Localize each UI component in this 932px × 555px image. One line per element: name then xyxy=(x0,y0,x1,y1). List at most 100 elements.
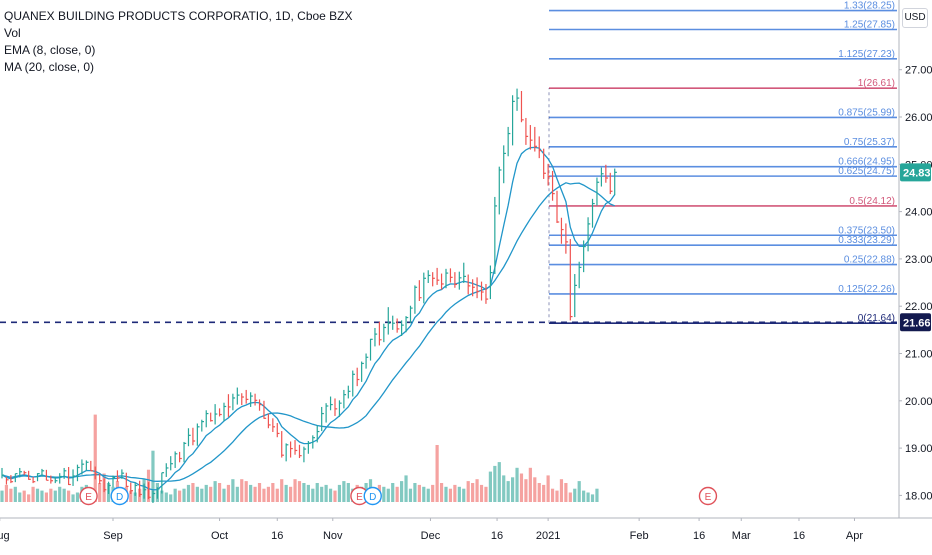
fib-level-label: 0.666(24.95) xyxy=(838,157,895,168)
fib-level-label: 1(26.61) xyxy=(858,78,895,89)
volume-bar xyxy=(542,484,546,502)
volume-bar xyxy=(391,483,395,502)
volume-bar xyxy=(564,483,568,502)
volume-bar xyxy=(457,486,461,502)
earnings-marker[interactable]: E xyxy=(79,486,98,506)
volume-bar xyxy=(253,486,257,502)
indicator-ma[interactable]: MA (20, close, 0) xyxy=(4,60,95,74)
volume-bar xyxy=(502,475,506,502)
candle xyxy=(165,463,169,477)
volume-bar xyxy=(289,486,293,502)
volume-bar xyxy=(164,492,168,502)
volume-bar xyxy=(53,490,57,502)
volume-bar xyxy=(466,481,470,502)
volume-bar xyxy=(404,475,408,502)
candle xyxy=(378,321,382,346)
currency-button[interactable]: USD xyxy=(902,8,928,28)
candle xyxy=(556,190,560,223)
volume-bar xyxy=(280,479,284,502)
candle xyxy=(436,267,440,285)
candle xyxy=(5,476,9,485)
candle xyxy=(409,305,413,324)
price-tick-label: 21.00 xyxy=(905,349,932,361)
volume-bar xyxy=(231,479,235,502)
volume-bar xyxy=(9,488,13,502)
candle xyxy=(196,423,200,446)
volume-bar xyxy=(444,486,448,502)
candle xyxy=(67,467,71,486)
symbol-title[interactable]: QUANEX BUILDING PRODUCTS CORPORATIO, 1D,… xyxy=(4,9,353,23)
candle xyxy=(418,280,422,301)
volume-bar xyxy=(195,486,199,502)
volume-bar xyxy=(58,486,62,502)
volume-bar xyxy=(151,450,155,502)
candle xyxy=(1,467,5,479)
candle xyxy=(600,167,604,187)
volume-bar xyxy=(590,494,595,502)
candle xyxy=(596,177,600,206)
candle xyxy=(281,431,284,458)
candle xyxy=(560,217,564,244)
candle xyxy=(401,320,404,336)
price-tick-label: 22.00 xyxy=(905,301,932,313)
volume-bar xyxy=(484,486,488,502)
volume-bar xyxy=(0,490,4,502)
candle xyxy=(81,459,85,475)
candle xyxy=(440,273,444,290)
volume-bar xyxy=(182,488,186,502)
candle xyxy=(14,473,18,483)
indicator-ema[interactable]: EMA (8, close, 0) xyxy=(4,43,96,57)
volume-bar xyxy=(93,414,97,502)
volume-bar xyxy=(13,486,17,502)
price-tick-label: 19.00 xyxy=(905,443,932,455)
candle xyxy=(156,487,160,499)
last-price-badge: 24.83 xyxy=(900,163,931,182)
dividend-marker[interactable]: D xyxy=(363,486,382,506)
price-tick-label: 24.00 xyxy=(905,207,932,219)
volume-bar xyxy=(413,483,417,502)
volume-bar xyxy=(333,490,337,502)
candle xyxy=(369,338,373,361)
candle xyxy=(250,392,253,407)
time-tick-label: 16 xyxy=(693,530,705,542)
volume-bar xyxy=(186,484,191,502)
candle xyxy=(472,279,475,297)
candle xyxy=(267,413,271,429)
candle xyxy=(374,327,378,347)
candle xyxy=(192,427,196,446)
candle xyxy=(36,473,40,482)
volume-bar xyxy=(35,488,40,502)
candle xyxy=(54,476,58,484)
candle xyxy=(383,323,387,343)
price-tick-label: 23.00 xyxy=(905,254,932,266)
volume-bar xyxy=(400,481,404,502)
volume-bar xyxy=(160,490,164,502)
candle xyxy=(76,464,80,482)
volume-bar xyxy=(328,488,333,502)
svg-text:D: D xyxy=(116,492,123,503)
candle xyxy=(263,400,267,419)
volume-bar xyxy=(555,490,559,502)
candle xyxy=(307,441,311,454)
volume-bar xyxy=(595,488,599,502)
volume-bar xyxy=(271,483,275,502)
volume-bar xyxy=(346,483,350,502)
indicator-volume[interactable]: Vol xyxy=(4,26,21,40)
candle xyxy=(201,419,204,432)
candle xyxy=(325,403,329,423)
candle xyxy=(427,270,431,284)
earnings-marker[interactable]: E xyxy=(698,486,718,506)
fib-level-label: 0.333(23.29) xyxy=(838,235,895,246)
candle xyxy=(449,268,453,283)
volume-bar xyxy=(133,492,137,502)
dividend-marker[interactable]: D xyxy=(110,486,129,506)
candle xyxy=(143,483,147,499)
candle xyxy=(432,272,435,287)
volume-bar xyxy=(568,492,572,502)
volume-bar xyxy=(67,490,71,502)
fibonacci-retracement[interactable]: 1.33(28.25) 1.25(27.85) 1.125(27.23) 1(26.6… xyxy=(0,1,899,325)
candle xyxy=(547,163,551,186)
